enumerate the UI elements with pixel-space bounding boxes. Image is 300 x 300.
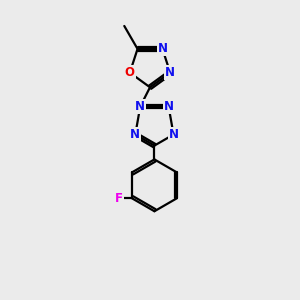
Text: O: O [125, 66, 135, 79]
Text: N: N [169, 128, 178, 141]
Text: N: N [165, 66, 175, 79]
Text: F: F [115, 192, 123, 205]
Text: N: N [130, 128, 140, 141]
Text: N: N [135, 100, 145, 113]
Text: N: N [164, 100, 174, 113]
Text: N: N [158, 42, 167, 56]
